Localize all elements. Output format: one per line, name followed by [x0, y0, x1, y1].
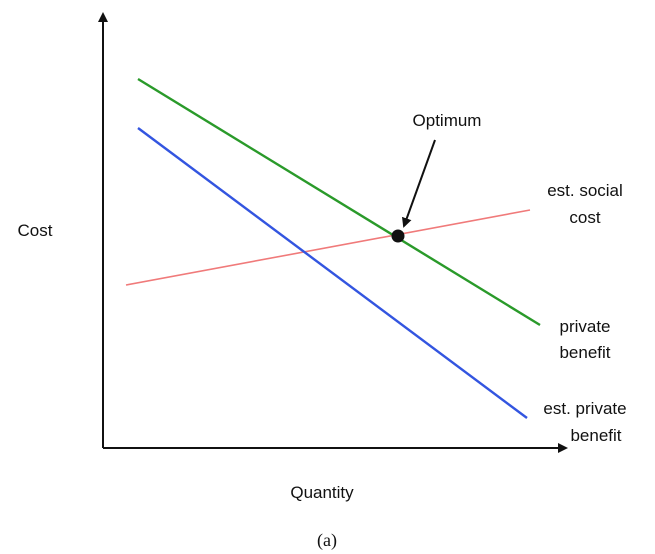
curve-label: cost [569, 208, 600, 227]
optimum-arrow [402, 139, 436, 228]
curve-label: est. social [547, 181, 623, 200]
curve-label: est. private [543, 399, 626, 418]
curve-label: benefit [559, 343, 610, 362]
point-label: Optimum [413, 111, 482, 130]
curve-label: benefit [570, 426, 621, 445]
private-benefit-line [137, 77, 541, 327]
optimum-point [391, 229, 405, 243]
caption: (a) [317, 530, 337, 551]
curve-label: private [559, 317, 610, 336]
social-cost-line [125, 209, 531, 286]
x-axis-label: Quantity [290, 483, 354, 502]
est-private-benefit-line [137, 127, 528, 419]
y-axis-label: Cost [18, 221, 53, 240]
